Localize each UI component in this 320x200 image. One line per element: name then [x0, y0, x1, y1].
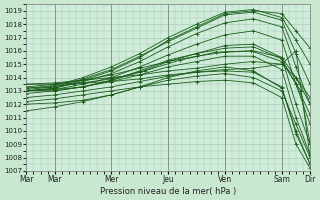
X-axis label: Pression niveau de la mer( hPa ): Pression niveau de la mer( hPa ): [100, 187, 236, 196]
